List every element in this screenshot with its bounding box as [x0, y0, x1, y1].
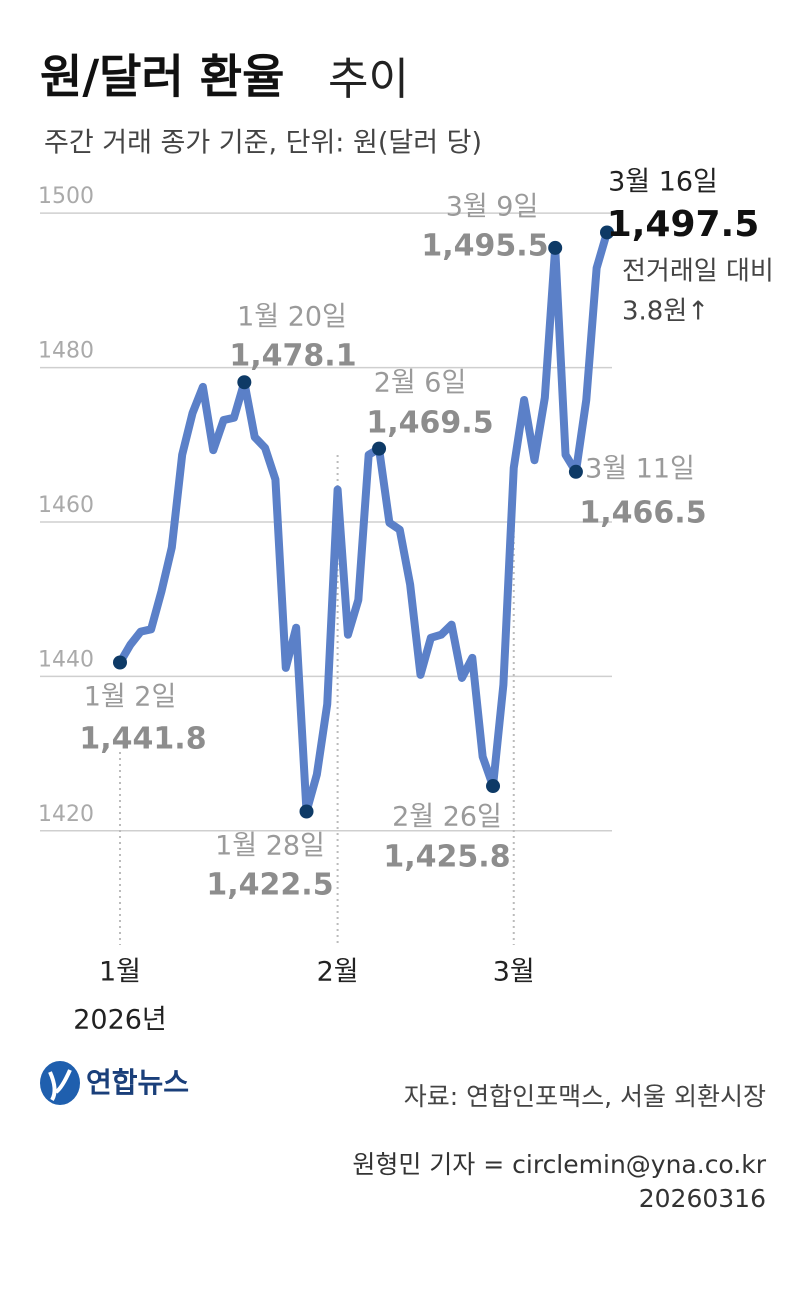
annotation: 전거래일 대비: [622, 257, 774, 287]
x-tick-label: 3월: [493, 957, 535, 988]
logo-text: 연합뉴스: [86, 1066, 189, 1099]
value-label: 1,441.8: [79, 722, 206, 757]
logo-glyph: [48, 1069, 72, 1102]
line: [116, 228, 611, 816]
y-tick-label: 1480: [38, 339, 94, 364]
point-date-label: 2월 6일: [374, 368, 467, 399]
y-tick-label: 1500: [38, 184, 94, 209]
point-date-label: 3월 9일: [446, 192, 539, 223]
year-label: 2026년: [73, 1005, 167, 1036]
value-label: 1,466.5: [579, 496, 706, 531]
y-tick-label: 1460: [38, 493, 94, 518]
value-label: 1,478.1: [229, 339, 356, 374]
point-date-label: 1월 28일: [215, 831, 325, 862]
point-marker: [372, 441, 387, 456]
value-label: 1,422.5: [206, 868, 333, 903]
chart-title-light: 추이: [328, 54, 409, 105]
value-label: 1,425.8: [383, 840, 510, 875]
credit: 원형민 기자 = circlemin@yna.co.kr: [352, 1150, 766, 1179]
x-tick-label: 1월: [99, 957, 141, 988]
chart-title: 원/달러 환율: [40, 50, 284, 104]
x-tick-label: 2월: [317, 957, 359, 988]
point-marker: [548, 240, 563, 255]
date: 20260316: [639, 1184, 766, 1213]
point-date-label: 3월 11일: [585, 454, 695, 485]
value-label: 1,497.5: [607, 204, 760, 245]
point-marker: [486, 779, 501, 794]
value-label: 1,495.5: [421, 229, 548, 264]
y-tick-label: 1440: [38, 647, 94, 672]
source: 자료: 연합인포맥스, 서울 외환시장: [404, 1082, 766, 1111]
annotation: 3.8원↑: [622, 297, 709, 327]
point-marker: [113, 655, 127, 670]
point-date-label: 1월 2일: [84, 682, 177, 713]
y-tick-label: 1420: [38, 802, 94, 827]
point-marker: [299, 804, 314, 819]
value-label: 1,469.5: [366, 406, 493, 441]
logo: 연합뉴스: [40, 1061, 189, 1105]
point-marker: [600, 225, 614, 240]
point-marker: [568, 464, 583, 479]
point-date-label: 2월 26일: [392, 802, 502, 833]
logo-mark: [40, 1061, 80, 1105]
point-date-label: 3월 16일: [608, 167, 718, 198]
point-marker: [237, 375, 252, 390]
chart-subtitle: 주간 거래 종가 기준, 단위: 원(달러 당): [44, 128, 482, 159]
point-date-label: 1월 20일: [237, 302, 347, 333]
